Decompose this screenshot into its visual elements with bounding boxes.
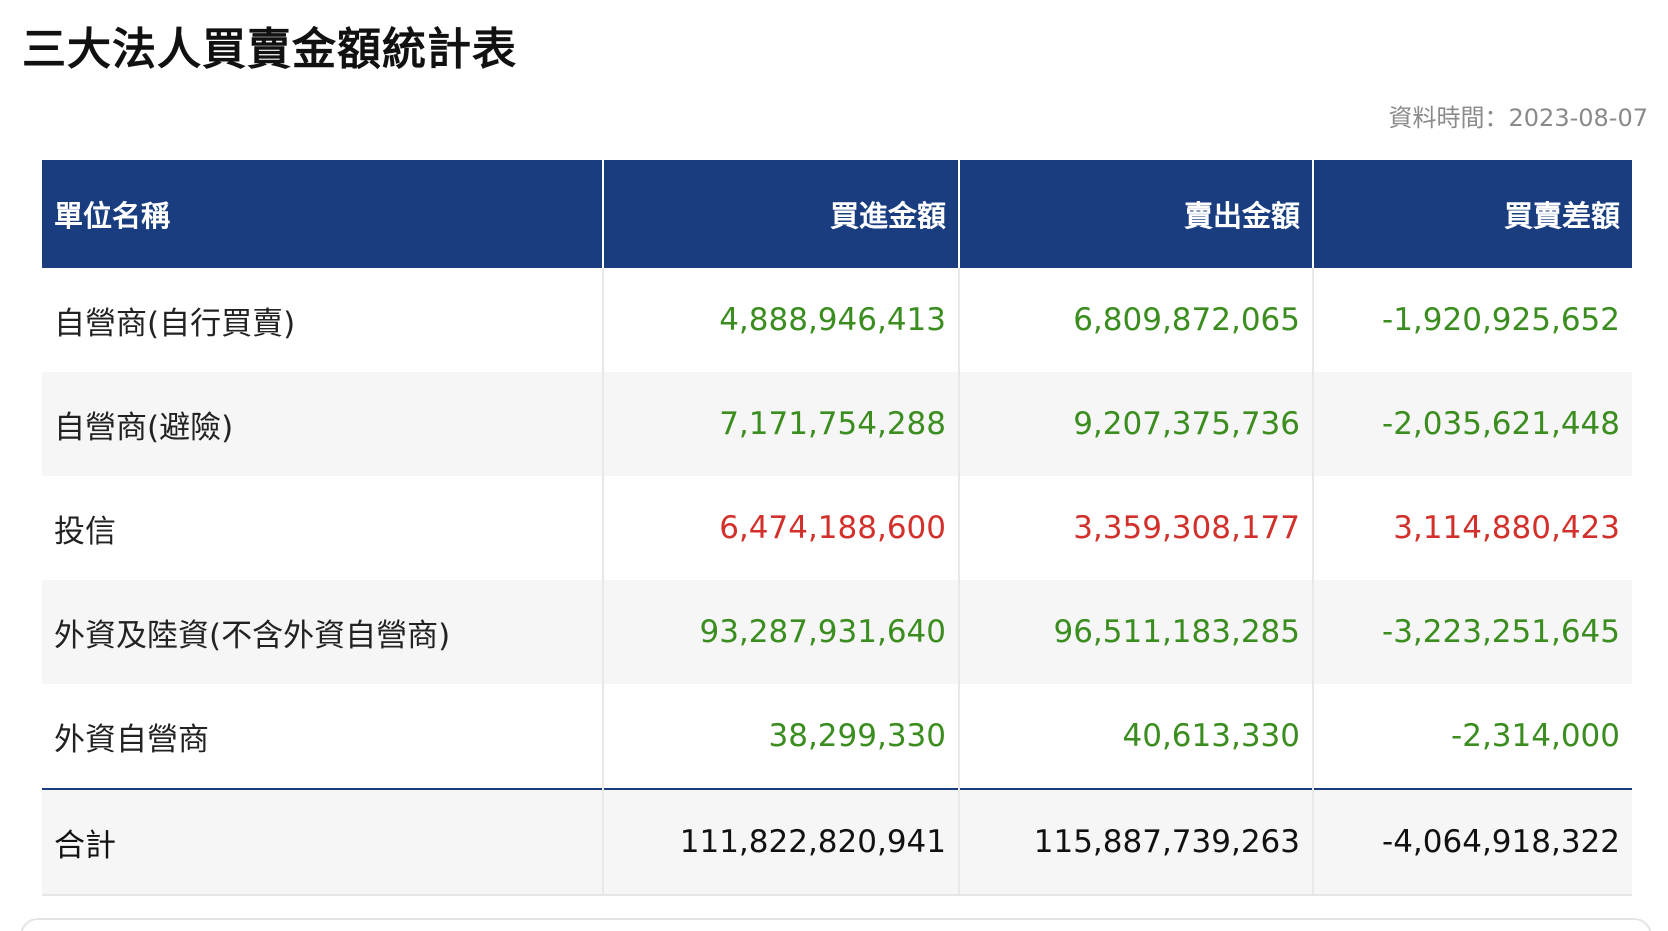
header-buy-amount[interactable]: 買進金額	[602, 160, 959, 268]
table-row: 自營商(避險) 7,171,754,288 9,207,375,736 -2,0…	[42, 372, 1632, 476]
page-title: 三大法人買賣金額統計表	[22, 24, 517, 75]
header-net-amount[interactable]: 買賣差額	[1312, 160, 1632, 268]
row-sell-amount: 40,613,330	[958, 684, 1313, 789]
total-label: 合計	[42, 788, 603, 894]
row-sell-amount: 9,207,375,736	[958, 372, 1313, 476]
header-sell-amount[interactable]: 賣出金額	[958, 160, 1313, 268]
row-buy-amount: 38,299,330	[602, 684, 959, 789]
table-row: 投信 6,474,188,600 3,359,308,177 3,114,880…	[42, 476, 1632, 580]
row-buy-amount: 4,888,946,413	[602, 268, 959, 372]
row-buy-amount: 7,171,754,288	[602, 372, 959, 476]
row-net-amount: -2,035,621,448	[1312, 372, 1632, 476]
table-total-row: 合計 111,822,820,941 115,887,739,263 -4,06…	[42, 788, 1632, 894]
table-row: 外資及陸資(不含外資自營商) 93,287,931,640 96,511,183…	[42, 580, 1632, 684]
table-row: 外資自營商 38,299,330 40,613,330 -2,314,000	[42, 684, 1632, 789]
data-timestamp: 資料時間：2023-08-07	[1388, 104, 1648, 132]
total-buy-amount: 111,822,820,941	[602, 788, 959, 894]
row-sell-amount: 3,359,308,177	[958, 476, 1313, 580]
row-buy-amount: 6,474,188,600	[602, 476, 959, 580]
row-buy-amount: 93,287,931,640	[602, 580, 959, 684]
row-unit-name: 自營商(避險)	[42, 372, 603, 476]
row-unit-name: 自營商(自行買賣)	[42, 268, 603, 372]
table-row: 自營商(自行買賣) 4,888,946,413 6,809,872,065 -1…	[42, 268, 1632, 372]
row-unit-name: 投信	[42, 476, 603, 580]
row-net-amount: -2,314,000	[1312, 684, 1632, 789]
row-net-amount: -3,223,251,645	[1312, 580, 1632, 684]
row-net-amount: -1,920,925,652	[1312, 268, 1632, 372]
header-unit-name[interactable]: 單位名稱	[42, 160, 603, 268]
institutional-trading-table: 單位名稱 買進金額 賣出金額 買賣差額 自營商(自行買賣) 4,888,946,…	[42, 160, 1632, 896]
data-table: 單位名稱 買進金額 賣出金額 買賣差額 自營商(自行買賣) 4,888,946,…	[42, 160, 1632, 894]
row-net-amount: 3,114,880,423	[1312, 476, 1632, 580]
table-header-row: 單位名稱 買進金額 賣出金額 買賣差額	[42, 160, 1632, 268]
row-sell-amount: 6,809,872,065	[958, 268, 1313, 372]
next-section-card	[20, 918, 1652, 931]
total-sell-amount: 115,887,739,263	[958, 788, 1313, 894]
row-sell-amount: 96,511,183,285	[958, 580, 1313, 684]
row-unit-name: 外資自營商	[42, 684, 603, 789]
total-net-amount: -4,064,918,322	[1312, 788, 1632, 894]
row-unit-name: 外資及陸資(不含外資自營商)	[42, 580, 603, 684]
